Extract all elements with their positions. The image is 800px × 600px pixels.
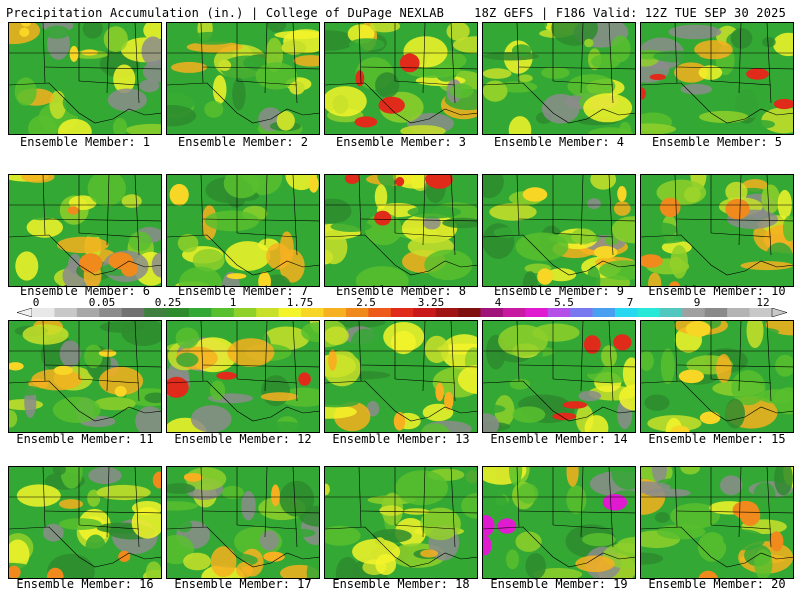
colorbar-swatch bbox=[233, 308, 257, 317]
colorbar-swatch bbox=[458, 308, 481, 317]
colorbar-tick-label: 4 bbox=[494, 296, 502, 309]
colorbar-swatch bbox=[502, 308, 526, 317]
colorbar-min-arrow bbox=[17, 308, 33, 317]
ensemble-member-label: Ensemble Member: 6 bbox=[19, 284, 151, 298]
colorbar-tick-label: 3.25 bbox=[417, 296, 445, 309]
colorbar-swatch bbox=[323, 308, 347, 317]
colorbar-swatch bbox=[704, 308, 728, 317]
ensemble-member-label: Ensemble Member: 1 bbox=[19, 135, 151, 149]
colorbar-swatch bbox=[615, 308, 638, 317]
colorbar-swatch bbox=[749, 308, 773, 317]
colorbar-swatch bbox=[525, 308, 549, 317]
run-valid-time: 18Z GEFS | F186 Valid: 12Z TUE SEP 30 20… bbox=[474, 6, 786, 20]
colorbar-tick-label: 2.5 bbox=[356, 296, 376, 309]
colorbar-tick-label: 5.5 bbox=[554, 296, 574, 309]
ensemble-member-map bbox=[166, 22, 320, 135]
ensemble-member-label: Ensemble Member: 2 bbox=[177, 135, 309, 149]
colorbar-max-arrow bbox=[771, 308, 787, 317]
colorbar-swatch bbox=[256, 308, 279, 317]
colorbar-swatch bbox=[570, 308, 593, 317]
colorbar-tick-label: 1.75 bbox=[286, 296, 314, 309]
ensemble-member-label: Ensemble Member: 17 bbox=[174, 577, 312, 591]
ensemble-member-map bbox=[8, 466, 162, 579]
colorbar-swatch bbox=[480, 308, 504, 317]
ensemble-member-label: Ensemble Member: 7 bbox=[177, 284, 309, 298]
ensemble-member-label: Ensemble Member: 14 bbox=[490, 432, 628, 446]
colorbar-swatch bbox=[435, 308, 459, 317]
ensemble-member-label: Ensemble Member: 5 bbox=[651, 135, 783, 149]
ensemble-member-map bbox=[482, 174, 636, 287]
colorbar-swatch bbox=[345, 308, 369, 317]
ensemble-member-map bbox=[166, 466, 320, 579]
colorbar-swatch bbox=[659, 308, 683, 317]
colorbar-swatch bbox=[413, 308, 436, 317]
colorbar-tick-label: 7 bbox=[626, 296, 634, 309]
ensemble-member-map bbox=[640, 22, 794, 135]
colorbar-swatch bbox=[166, 308, 190, 317]
colorbar-tick-label: 0.25 bbox=[154, 296, 182, 309]
ensemble-member-map bbox=[640, 466, 794, 579]
colorbar-swatch bbox=[99, 308, 122, 317]
ensemble-member-map bbox=[640, 320, 794, 433]
ensemble-member-map bbox=[324, 320, 478, 433]
ensemble-member-map bbox=[482, 466, 636, 579]
colorbar-swatch bbox=[390, 308, 414, 317]
ensemble-member-map bbox=[324, 174, 478, 287]
colorbar-tick-label: 0.05 bbox=[88, 296, 116, 309]
colorbar-swatch bbox=[278, 308, 302, 317]
ensemble-member-label: Ensemble Member: 20 bbox=[648, 577, 786, 591]
ensemble-member-label: Ensemble Member: 15 bbox=[648, 432, 786, 446]
colorbar-swatch bbox=[592, 308, 616, 317]
ensemble-member-label: Ensemble Member: 18 bbox=[332, 577, 470, 591]
ensemble-member-map bbox=[482, 320, 636, 433]
colorbar-swatch bbox=[211, 308, 235, 317]
colorbar-swatch bbox=[727, 308, 750, 317]
colorbar-swatch bbox=[637, 308, 661, 317]
ensemble-member-label: Ensemble Member: 11 bbox=[16, 432, 154, 446]
ensemble-member-map bbox=[324, 466, 478, 579]
ensemble-member-label: Ensemble Member: 8 bbox=[335, 284, 467, 298]
ensemble-member-map bbox=[640, 174, 794, 287]
colorbar-swatch bbox=[682, 308, 706, 317]
colorbar-swatch bbox=[188, 308, 212, 317]
colorbar-swatch bbox=[54, 308, 78, 317]
precipitation-colorbar bbox=[17, 308, 787, 317]
ensemble-member-label: Ensemble Member: 19 bbox=[490, 577, 628, 591]
colorbar-swatch bbox=[121, 308, 145, 317]
colorbar-tick-label: 0 bbox=[32, 296, 40, 309]
ensemble-member-label: Ensemble Member: 10 bbox=[648, 284, 786, 298]
colorbar-swatch bbox=[368, 308, 392, 317]
ensemble-member-map bbox=[166, 320, 320, 433]
ensemble-member-map bbox=[8, 320, 162, 433]
colorbar-swatch bbox=[32, 308, 55, 317]
ensemble-member-map bbox=[324, 22, 478, 135]
colorbar-tick-label: 12 bbox=[756, 296, 770, 309]
ensemble-member-label: Ensemble Member: 12 bbox=[174, 432, 312, 446]
ensemble-member-label: Ensemble Member: 16 bbox=[16, 577, 154, 591]
ensemble-member-map bbox=[482, 22, 636, 135]
ensemble-member-map bbox=[8, 174, 162, 287]
ensemble-member-label: Ensemble Member: 13 bbox=[332, 432, 470, 446]
map-title: Precipitation Accumulation (in.) | Colle… bbox=[6, 6, 445, 20]
colorbar-tick-label: 9 bbox=[693, 296, 701, 309]
ensemble-member-label: Ensemble Member: 3 bbox=[335, 135, 467, 149]
colorbar-tick-label: 1 bbox=[229, 296, 237, 309]
ensemble-member-label: Ensemble Member: 9 bbox=[493, 284, 625, 298]
colorbar-swatch bbox=[301, 308, 324, 317]
colorbar-swatch bbox=[76, 308, 100, 317]
ensemble-member-map bbox=[166, 174, 320, 287]
colorbar-swatch bbox=[144, 308, 167, 317]
ensemble-member-label: Ensemble Member: 4 bbox=[493, 135, 625, 149]
ensemble-member-map bbox=[8, 22, 162, 135]
colorbar-swatch bbox=[547, 308, 571, 317]
